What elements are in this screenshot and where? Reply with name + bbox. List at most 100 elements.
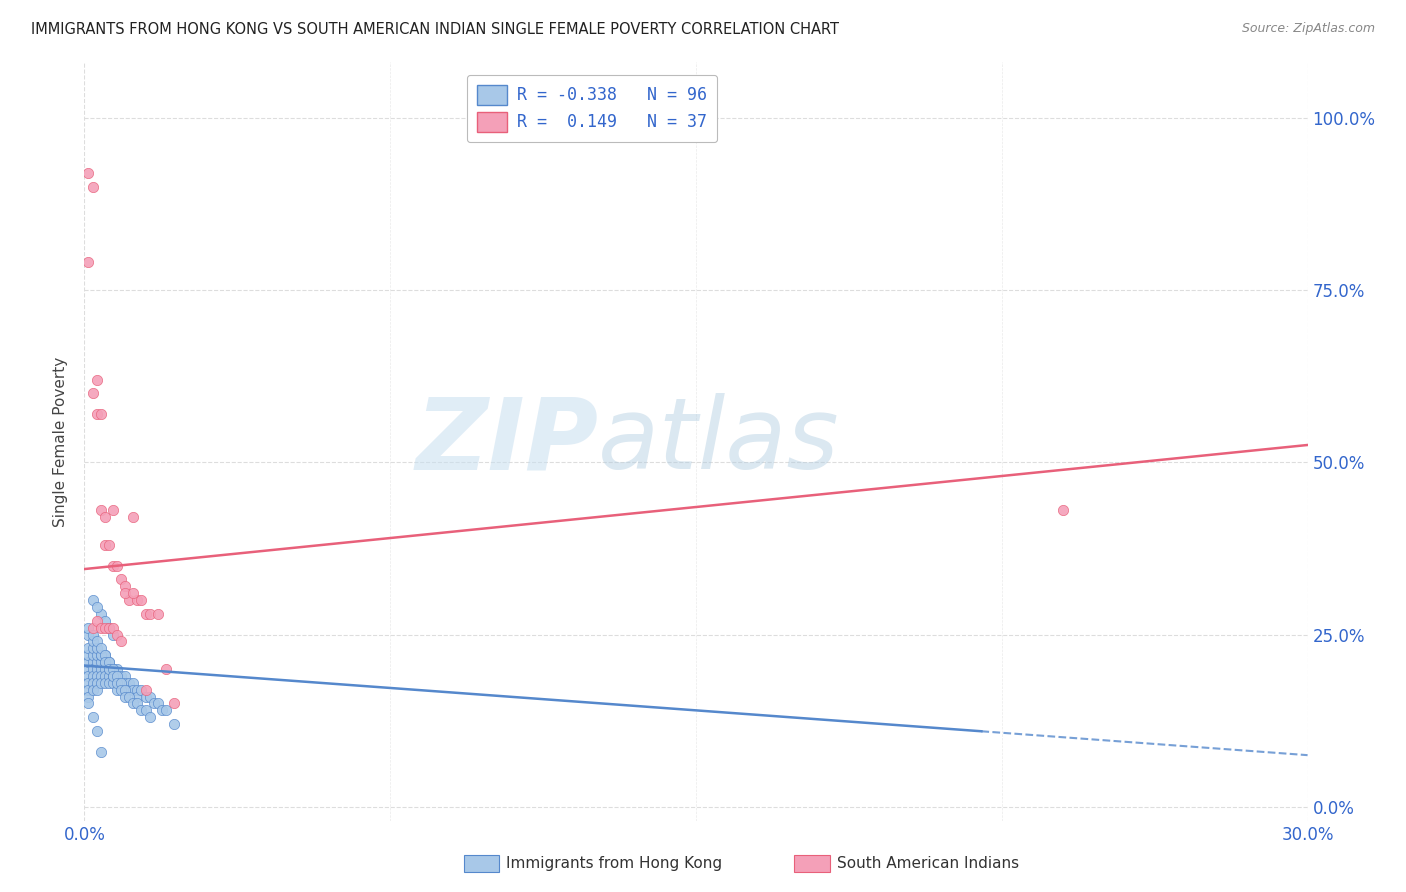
- Point: [93, 648, 115, 663]
- Point: [86, 634, 108, 648]
- Point: [1052, 503, 1074, 517]
- Point: [77, 641, 100, 656]
- Point: [93, 669, 115, 683]
- Point: [105, 669, 128, 683]
- Point: [146, 697, 169, 711]
- Point: [135, 607, 157, 621]
- Point: [135, 703, 157, 717]
- Point: [155, 703, 177, 717]
- Point: [131, 682, 153, 697]
- Point: [93, 655, 115, 669]
- Point: [82, 641, 104, 656]
- Point: [105, 682, 128, 697]
- Point: [86, 675, 108, 690]
- Point: [110, 675, 132, 690]
- Point: [127, 682, 149, 697]
- Point: [82, 593, 104, 607]
- Point: [77, 675, 100, 690]
- Point: [90, 648, 112, 663]
- Point: [97, 621, 120, 635]
- Point: [82, 675, 104, 690]
- Point: [110, 675, 132, 690]
- Point: [86, 641, 108, 656]
- Point: [110, 682, 132, 697]
- Point: [86, 614, 108, 628]
- Point: [82, 179, 104, 194]
- Point: [93, 655, 115, 669]
- Point: [101, 662, 124, 676]
- Point: [93, 675, 115, 690]
- Point: [110, 669, 132, 683]
- Point: [93, 614, 115, 628]
- Text: atlas: atlas: [598, 393, 839, 490]
- Point: [86, 682, 108, 697]
- Text: Immigrants from Hong Kong: Immigrants from Hong Kong: [506, 856, 723, 871]
- Point: [101, 669, 124, 683]
- Point: [86, 669, 108, 683]
- Point: [122, 675, 145, 690]
- Point: [101, 669, 124, 683]
- Point: [118, 593, 141, 607]
- Point: [138, 690, 160, 704]
- Point: [131, 703, 153, 717]
- Point: [82, 710, 104, 724]
- Point: [77, 655, 100, 669]
- Point: [127, 690, 149, 704]
- Point: [101, 503, 124, 517]
- Point: [97, 621, 120, 635]
- Point: [114, 669, 136, 683]
- Point: [114, 675, 136, 690]
- Point: [77, 166, 100, 180]
- Point: [163, 697, 186, 711]
- Point: [82, 648, 104, 663]
- Point: [77, 648, 100, 663]
- Point: [77, 682, 100, 697]
- Point: [150, 703, 173, 717]
- Point: [105, 662, 128, 676]
- Point: [93, 621, 115, 635]
- Point: [86, 655, 108, 669]
- Point: [97, 662, 120, 676]
- Point: [105, 558, 128, 573]
- Point: [77, 662, 100, 676]
- Point: [90, 675, 112, 690]
- Point: [118, 675, 141, 690]
- Point: [86, 724, 108, 739]
- Point: [163, 717, 186, 731]
- Point: [118, 682, 141, 697]
- Point: [138, 607, 160, 621]
- Point: [90, 621, 112, 635]
- Y-axis label: Single Female Poverty: Single Female Poverty: [53, 357, 69, 526]
- Point: [90, 745, 112, 759]
- Point: [114, 682, 136, 697]
- Point: [110, 573, 132, 587]
- Point: [135, 690, 157, 704]
- Point: [127, 593, 149, 607]
- Point: [114, 586, 136, 600]
- Point: [93, 510, 115, 524]
- Point: [101, 627, 124, 641]
- Point: [90, 607, 112, 621]
- Point: [86, 407, 108, 421]
- Point: [90, 503, 112, 517]
- Point: [155, 662, 177, 676]
- Point: [105, 669, 128, 683]
- Point: [82, 682, 104, 697]
- Point: [110, 634, 132, 648]
- Point: [138, 710, 160, 724]
- Point: [90, 662, 112, 676]
- Point: [97, 538, 120, 552]
- Point: [93, 662, 115, 676]
- Point: [101, 662, 124, 676]
- Point: [97, 655, 120, 669]
- Point: [105, 675, 128, 690]
- Point: [90, 641, 112, 656]
- Point: [122, 682, 145, 697]
- Point: [101, 558, 124, 573]
- Point: [90, 655, 112, 669]
- Point: [122, 510, 145, 524]
- Point: [97, 662, 120, 676]
- Text: IMMIGRANTS FROM HONG KONG VS SOUTH AMERICAN INDIAN SINGLE FEMALE POVERTY CORRELA: IMMIGRANTS FROM HONG KONG VS SOUTH AMERI…: [31, 22, 839, 37]
- Point: [86, 648, 108, 663]
- Point: [127, 697, 149, 711]
